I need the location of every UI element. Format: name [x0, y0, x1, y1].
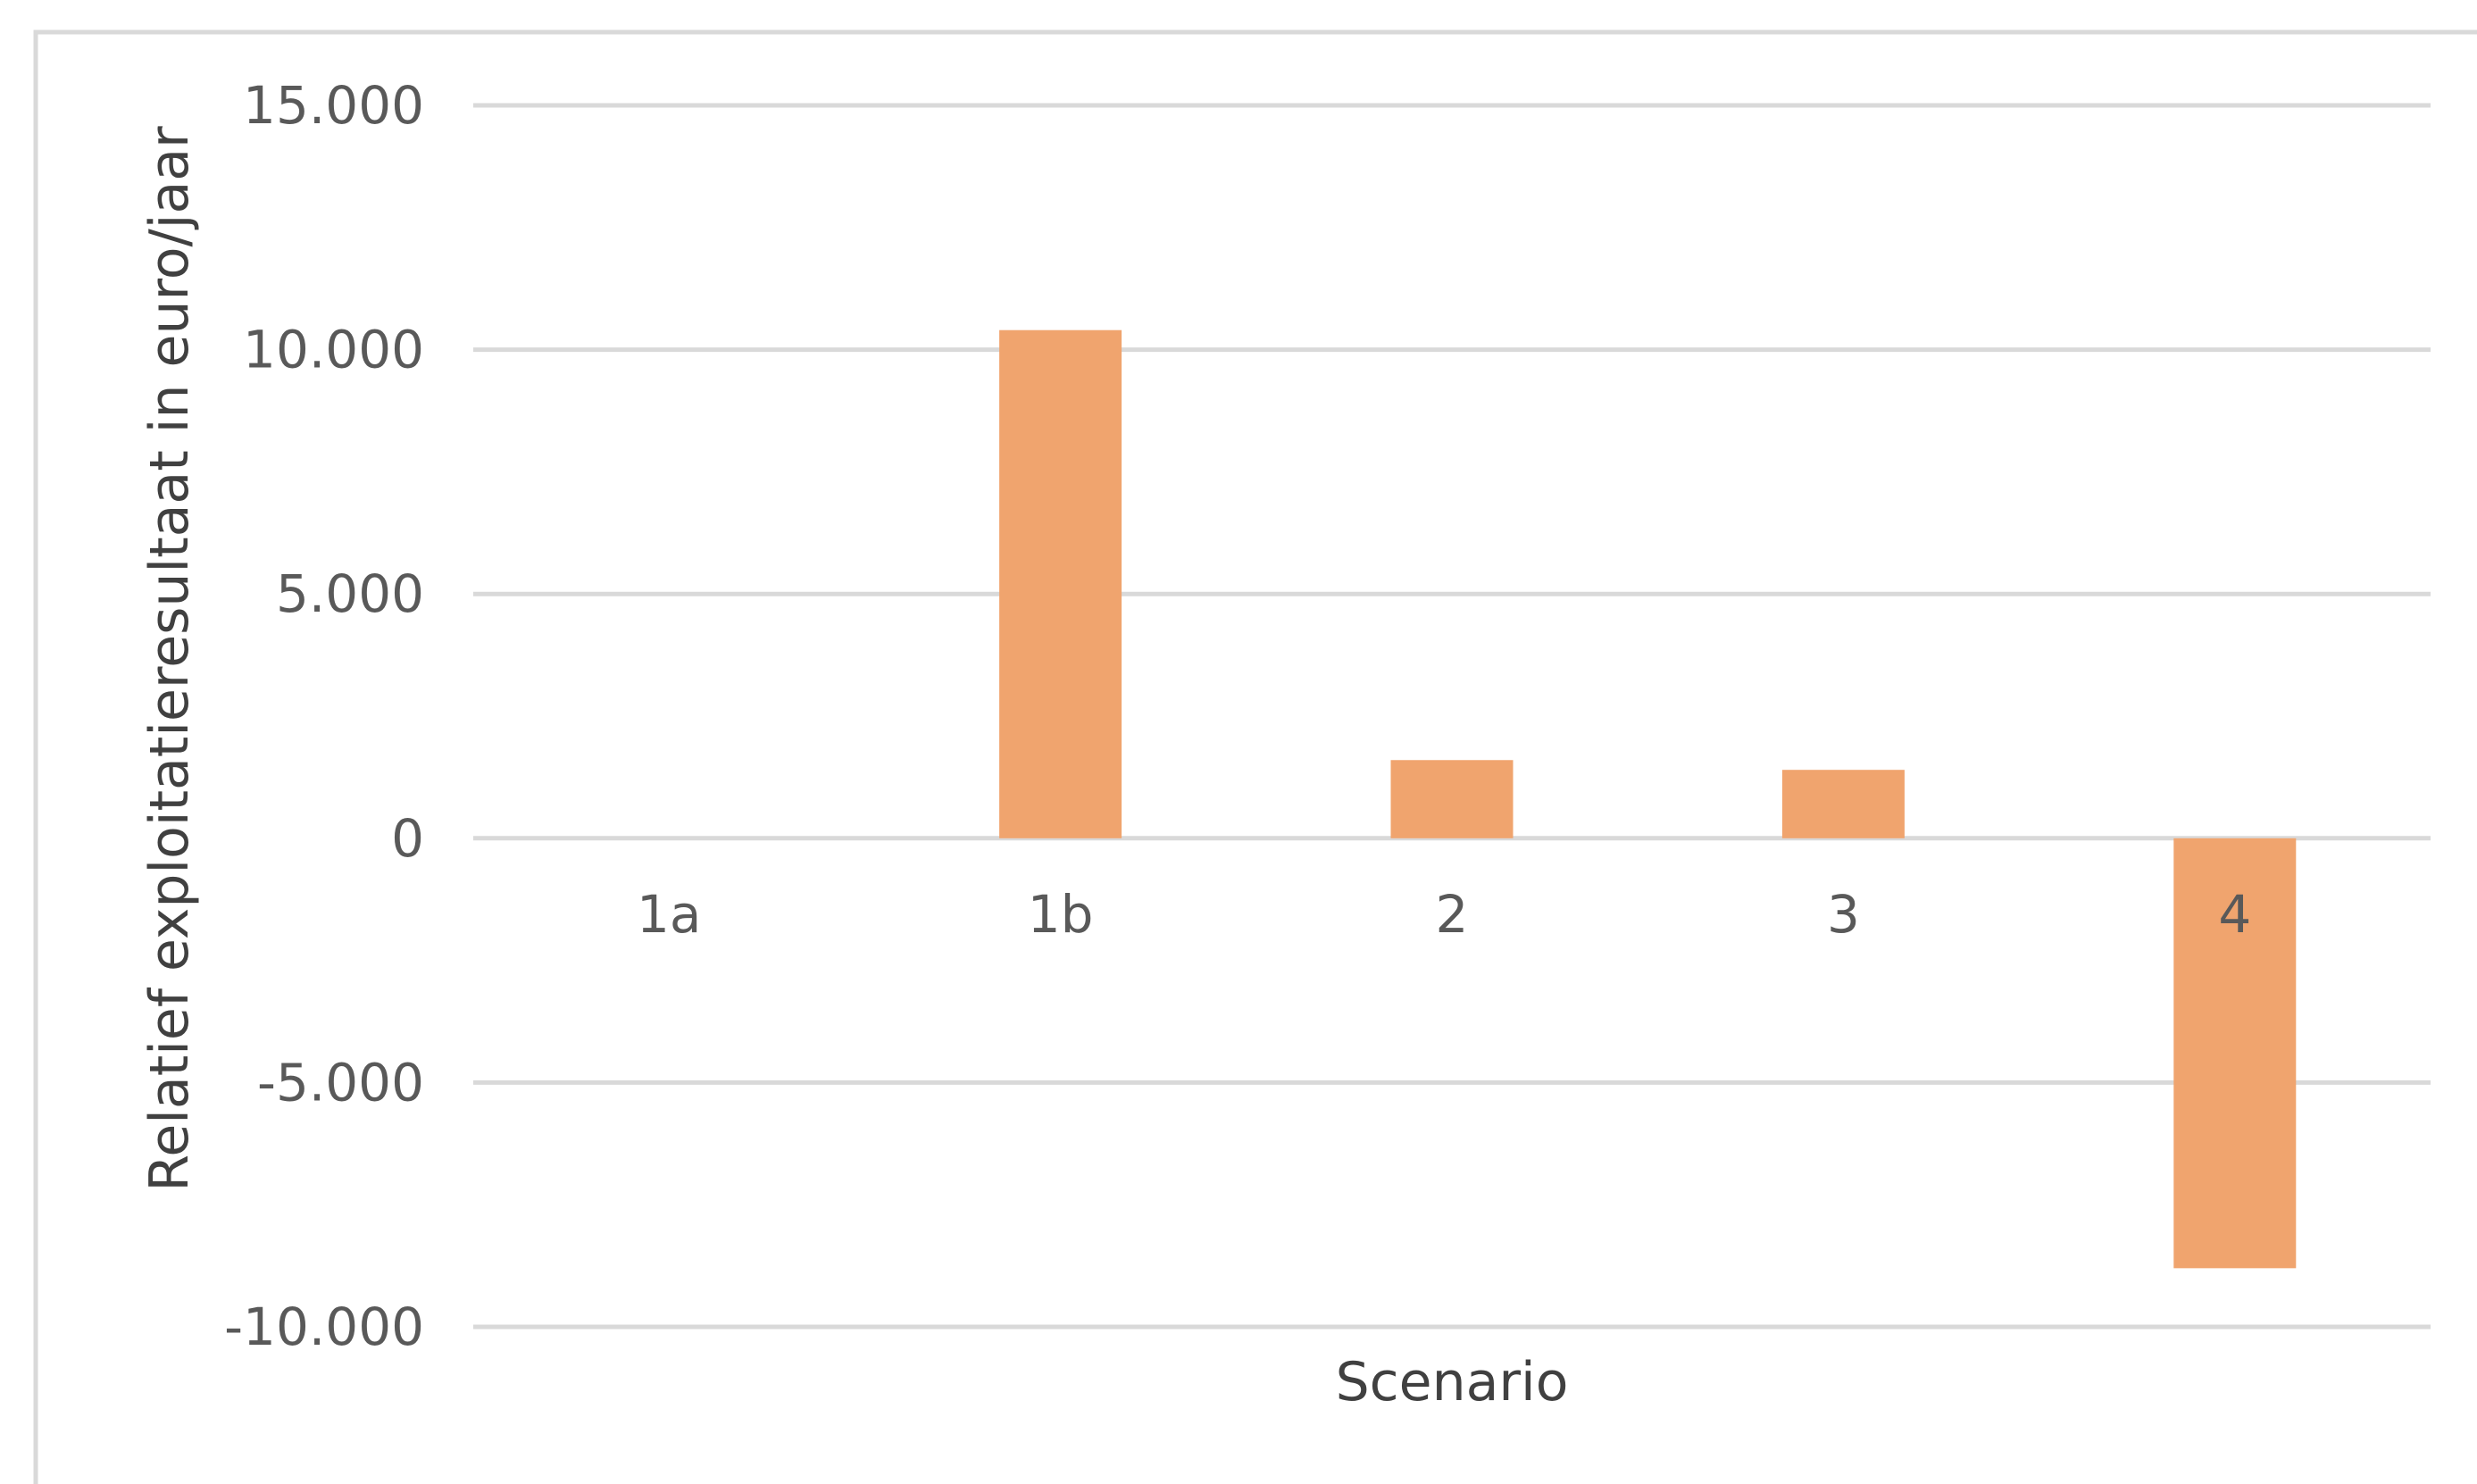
bar-3: [1781, 770, 1905, 838]
y-tick-label: -5.000: [257, 1052, 424, 1113]
y-axis-title: Relatief exploitatieresultaat in euro/ja…: [138, 126, 201, 1192]
bar-1b: [999, 329, 1122, 838]
bar-2: [1390, 760, 1514, 838]
y-tick-label: 15.000: [243, 75, 424, 136]
x-tick-label: 1a: [637, 884, 701, 945]
chart-border: [33, 29, 2477, 1484]
x-tick-label: 3: [1827, 884, 1860, 945]
x-tick-label: 1b: [1028, 884, 1094, 945]
y-tick-label: -10.000: [224, 1296, 424, 1357]
y-tick-label: 10.000: [243, 320, 424, 380]
x-tick-label: 2: [1436, 884, 1469, 945]
y-tick-label: 5.000: [276, 563, 424, 624]
bar-4: [2173, 838, 2297, 1269]
x-tick-label: 4: [2218, 884, 2251, 945]
y-tick-label: 0: [391, 808, 424, 869]
x-axis-title: Scenario: [1336, 1351, 1569, 1413]
